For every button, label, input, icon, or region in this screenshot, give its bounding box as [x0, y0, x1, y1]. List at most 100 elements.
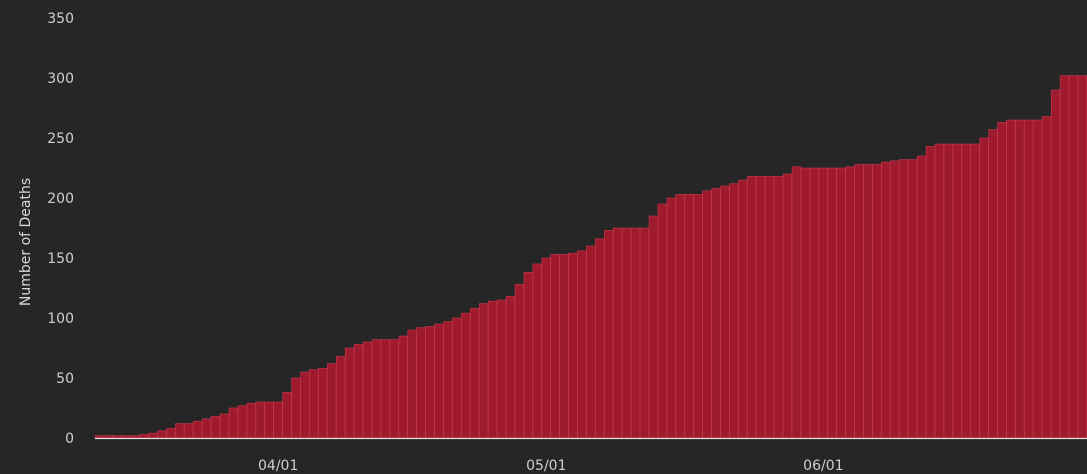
bar	[112, 435, 122, 439]
bar	[335, 356, 346, 439]
bar	[532, 263, 542, 439]
bar	[907, 159, 918, 439]
bar	[747, 176, 757, 439]
bar	[800, 167, 810, 439]
bar	[854, 164, 864, 439]
y-tick-label: 0	[65, 431, 74, 447]
bar	[219, 413, 230, 439]
x-tick-label: 05/01	[526, 458, 566, 474]
bar	[621, 227, 632, 439]
bar	[389, 339, 399, 439]
bar	[1042, 116, 1052, 439]
bar	[398, 335, 408, 439]
bar	[541, 257, 551, 439]
bar	[425, 326, 435, 439]
bar	[130, 435, 140, 439]
bar	[1077, 75, 1087, 439]
bar	[407, 329, 417, 439]
bar	[881, 161, 891, 439]
bar	[139, 434, 149, 439]
bar	[666, 197, 676, 439]
bar	[657, 203, 667, 439]
bar	[648, 215, 659, 439]
bar	[487, 300, 498, 439]
bar	[613, 227, 623, 439]
bar	[478, 303, 489, 439]
bar	[282, 392, 292, 439]
bar	[1068, 75, 1079, 439]
bar	[193, 420, 203, 439]
bar	[952, 143, 962, 439]
bar	[496, 299, 507, 439]
bar	[291, 377, 301, 439]
bar	[764, 176, 775, 439]
bar	[934, 143, 945, 439]
bar	[416, 327, 426, 439]
bar	[344, 347, 355, 439]
bar	[470, 308, 480, 439]
bar	[827, 167, 837, 439]
y-tick-label: 100	[47, 311, 74, 327]
bar	[863, 164, 873, 439]
bar	[327, 363, 337, 439]
bar	[595, 238, 605, 439]
bar	[1033, 119, 1043, 439]
bar	[371, 339, 381, 439]
bar	[756, 176, 766, 439]
bar	[1050, 89, 1061, 439]
bar	[675, 194, 685, 439]
bar	[103, 435, 113, 439]
bar	[899, 159, 909, 439]
y-tick-label: 200	[47, 191, 74, 207]
bar	[505, 296, 516, 439]
y-tick-label: 300	[47, 71, 74, 87]
bar	[523, 272, 533, 439]
bar	[166, 428, 176, 439]
bar	[782, 173, 793, 439]
y-axis-label: Number of Deaths	[18, 178, 34, 306]
bar	[121, 435, 131, 439]
bar	[872, 164, 882, 439]
x-axis-ticks: 04/01 05/01 06/01	[258, 458, 844, 474]
y-tick-label: 50	[56, 371, 74, 387]
bar	[943, 143, 953, 439]
bar	[157, 430, 167, 439]
bar	[300, 371, 310, 439]
y-tick-label: 250	[47, 131, 74, 147]
bar	[264, 401, 274, 439]
y-tick-label: 150	[47, 251, 74, 267]
bar	[237, 405, 247, 439]
bar	[461, 312, 471, 439]
bar	[434, 323, 444, 439]
bar	[559, 254, 569, 439]
bar	[577, 250, 587, 439]
bar	[791, 166, 802, 439]
bar	[255, 401, 265, 439]
bar	[443, 321, 453, 439]
bar	[550, 254, 560, 439]
bar	[773, 176, 784, 439]
bar	[997, 122, 1007, 439]
bar	[630, 227, 641, 439]
bar	[845, 166, 855, 439]
bar	[720, 185, 730, 439]
bar	[1015, 119, 1025, 439]
bar	[1024, 119, 1034, 439]
bar	[729, 183, 739, 439]
bar	[273, 401, 283, 439]
bar	[514, 284, 524, 439]
bar	[693, 194, 703, 439]
bar	[890, 160, 900, 439]
bar	[809, 167, 819, 439]
bar	[309, 369, 319, 439]
bar	[979, 137, 989, 439]
bar	[353, 344, 364, 439]
y-tick-label: 350	[47, 11, 74, 27]
bar	[988, 129, 998, 439]
bar	[175, 423, 185, 439]
bar	[836, 167, 846, 439]
bar	[148, 432, 158, 439]
bar	[639, 227, 650, 439]
bar	[702, 190, 712, 439]
bar	[738, 179, 748, 439]
